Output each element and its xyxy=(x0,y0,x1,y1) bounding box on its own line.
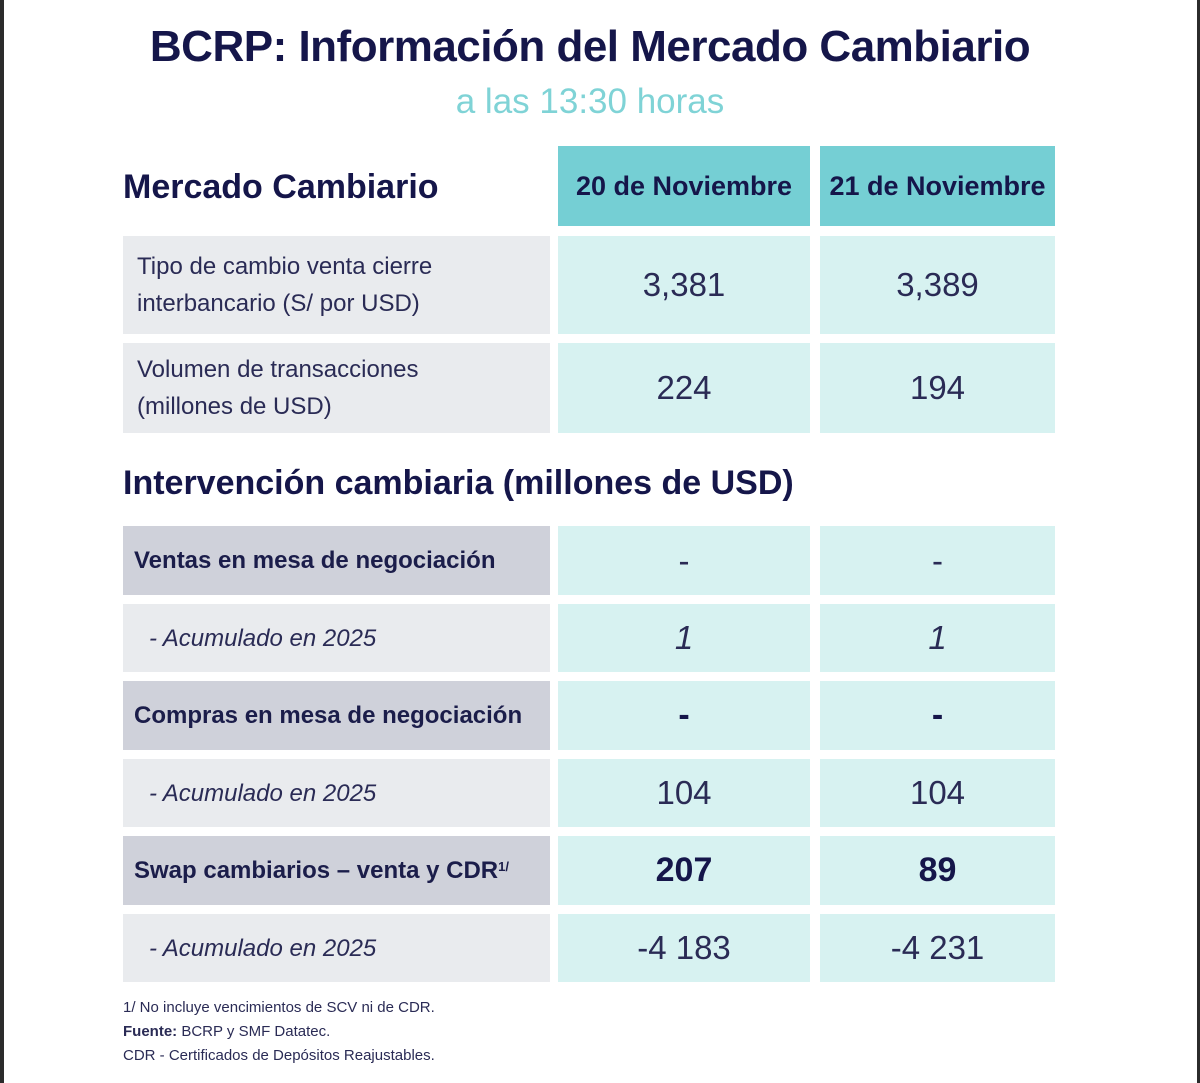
swap-label-text: Swap cambiarios – venta y CDR xyxy=(134,857,499,884)
footnote-source: Fuente: BCRP y SMF Datatec. xyxy=(123,1023,330,1040)
date-header-2: 21 de Noviembre xyxy=(820,146,1055,226)
value-ventas-20: - xyxy=(558,526,810,595)
value-compras-20: - xyxy=(558,681,810,750)
row-label-ventas: Ventas en mesa de negociación xyxy=(123,526,550,595)
value-swap-21: 89 xyxy=(820,836,1055,905)
value-volumen-21: 194 xyxy=(820,343,1055,433)
row-label-line: Tipo de cambio venta cierre xyxy=(137,253,433,280)
value-ventas-21: - xyxy=(820,526,1055,595)
page-subtitle: a las 13:30 horas xyxy=(455,82,725,121)
value-compras-21: - xyxy=(820,681,1055,750)
value-compras-acumulado-20: 104 xyxy=(558,759,810,827)
row-label-line: (millones de USD) xyxy=(137,393,332,420)
date-header-1: 20 de Noviembre xyxy=(558,146,810,226)
left-frame-border xyxy=(0,0,4,1083)
row-label-compras: Compras en mesa de negociación xyxy=(123,681,550,750)
footnote-marker: 1/ xyxy=(498,859,509,874)
page-title: BCRP: Información del Mercado Cambiario xyxy=(149,22,1031,71)
value-ventas-acumulado-21: 1 xyxy=(820,604,1055,672)
value-volumen-20: 224 xyxy=(558,343,810,433)
mercado-heading: Mercado Cambiario xyxy=(123,168,439,206)
row-label-tipo-cambio: Tipo de cambio venta cierre interbancari… xyxy=(123,236,550,334)
row-label-swap: Swap cambiarios – venta y CDR 1/ xyxy=(123,836,550,905)
row-label-line: interbancario (S/ por USD) xyxy=(137,290,420,317)
value-swap-acumulado-21: -4 231 xyxy=(820,914,1055,982)
footnote-1: 1/ No incluye vencimientos de SCV ni de … xyxy=(123,999,435,1016)
source-label: Fuente: xyxy=(123,1023,178,1040)
row-label-swap-acumulado: - Acumulado en 2025 xyxy=(123,914,550,982)
value-ventas-acumulado-20: 1 xyxy=(558,604,810,672)
row-label-volumen: Volumen de transacciones (millones de US… xyxy=(123,343,550,433)
row-label-line: Volumen de transacciones xyxy=(137,356,419,383)
value-swap-20: 207 xyxy=(558,836,810,905)
value-tipo-cambio-20: 3,381 xyxy=(558,236,810,334)
footnote-cdr: CDR - Certificados de Depósitos Reajusta… xyxy=(123,1047,435,1064)
row-label-ventas-acumulado: - Acumulado en 2025 xyxy=(123,604,550,672)
value-tipo-cambio-21: 3,389 xyxy=(820,236,1055,334)
intervencion-heading: Intervención cambiaria (millones de USD) xyxy=(123,464,794,502)
source-text: BCRP y SMF Datatec. xyxy=(177,1023,331,1040)
value-swap-acumulado-20: -4 183 xyxy=(558,914,810,982)
right-frame-border xyxy=(1197,0,1200,1083)
row-label-compras-acumulado: - Acumulado en 2025 xyxy=(123,759,550,827)
value-compras-acumulado-21: 104 xyxy=(820,759,1055,827)
